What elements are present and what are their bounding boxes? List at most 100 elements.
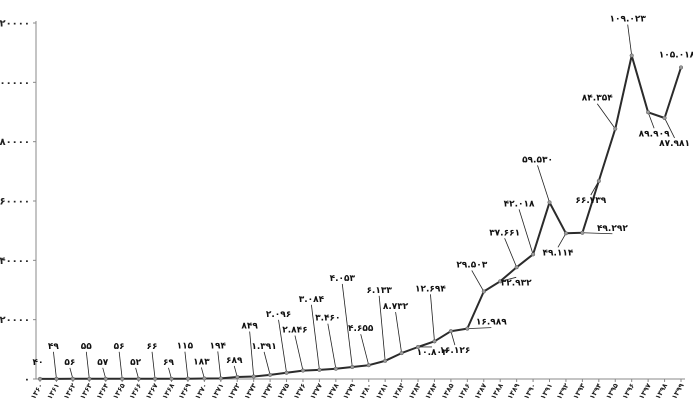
- data-point: [678, 65, 684, 70]
- data-label: ۵۲: [130, 358, 141, 368]
- x-tick-label: ۱۳۶۶: [128, 382, 143, 401]
- data-label: ۴۲.۰۱۸: [504, 199, 535, 209]
- data-label: ۴۹.۲۹۲: [597, 224, 628, 234]
- data-point: [629, 53, 634, 58]
- x-tick-label: ۱۳۷۸: [325, 381, 341, 400]
- label-leader-line: [294, 335, 304, 371]
- data-label: ۶۶: [147, 342, 158, 352]
- data-point: [333, 366, 338, 371]
- data-point: [268, 372, 273, 377]
- x-tick-label: ۱۳۶۳: [79, 381, 95, 400]
- label-leader-line: [450, 331, 456, 346]
- data-label: ۴۰: [33, 358, 44, 368]
- data-point: [300, 368, 306, 373]
- label-leader-line: [263, 351, 271, 375]
- data-point: [350, 364, 355, 370]
- x-tick-label: ۱۳۸۵: [440, 381, 456, 400]
- x-tick-label: ۱۳۷۹: [342, 381, 358, 400]
- label-leader-line: [557, 233, 567, 248]
- x-tick-label: ۱۳۹۴: [588, 381, 604, 400]
- x-tick-label: ۱۳۶۴: [95, 381, 111, 400]
- label-leader-line: [395, 312, 402, 354]
- data-point: [563, 231, 568, 236]
- label-leader-line: [311, 304, 320, 370]
- data-point: [531, 252, 536, 257]
- x-tick-label: ۱۳۸۱: [374, 382, 389, 401]
- data-label: ۶۹: [163, 358, 174, 368]
- label-leader-line: [151, 351, 156, 379]
- data-point: [185, 376, 190, 381]
- label-leader-line: [537, 165, 550, 203]
- x-tick-label: ۱۳۷۲: [226, 381, 242, 400]
- x-tick-label: ۱۳۹۰: [522, 382, 537, 401]
- x-tick-label: ۱۳۹۳: [572, 381, 588, 400]
- data-point: [120, 376, 125, 381]
- label-leader-line: [582, 232, 613, 235]
- data-point: [646, 110, 651, 115]
- label-leader-line: [378, 295, 386, 361]
- label-leader-line: [184, 351, 189, 379]
- x-tick-label: ۱۳۹۲: [555, 381, 571, 400]
- x-tick-label: ۱۳۷۰: [194, 382, 209, 401]
- data-label: ۵۵: [81, 342, 92, 352]
- label-leader-line: [430, 294, 435, 342]
- data-label: ۶۶.۷۳۹: [575, 196, 606, 206]
- data-point: [103, 376, 108, 381]
- data-label: ۱۶.۱۲۶: [439, 346, 470, 356]
- series-line: [40, 54, 682, 380]
- data-point: [37, 376, 43, 381]
- label-leader-line: [53, 351, 57, 379]
- x-tick-label: ۱۳۶۸: [161, 381, 177, 400]
- data-point: [251, 374, 256, 379]
- data-point: [432, 339, 437, 344]
- x-tick-label: ۱۳۶۷: [144, 381, 160, 400]
- x-tick-label: ۱۳۷۱: [210, 382, 225, 401]
- data-point: [596, 178, 601, 184]
- data-label: ۵۷: [97, 358, 108, 368]
- x-tick-label: ۱۳۸۴: [424, 381, 440, 400]
- data-label: ۳۷.۶۶۱: [489, 228, 520, 238]
- data-point: [218, 376, 223, 381]
- data-label: ۸۹.۹۰۹: [639, 129, 670, 139]
- x-tick-label: ۱۳۷۶: [292, 382, 307, 401]
- label-leader-line: [504, 238, 518, 268]
- data-label: ۸۴۹: [241, 321, 258, 331]
- data-label: ۱۰۹.۰۲۳: [609, 15, 646, 25]
- data-label: ۱۰.۸۰۳: [417, 348, 448, 358]
- data-point: [317, 367, 322, 372]
- x-tick-label: ۱۳۷۷: [309, 381, 325, 400]
- label-leader-line: [627, 24, 633, 56]
- data-point: [136, 376, 141, 381]
- data-point: [415, 344, 421, 350]
- y-tick-label: ۱۰۰۰۰۰: [0, 78, 30, 89]
- label-leader-line: [500, 276, 517, 282]
- data-label: ۱.۳۹۱: [251, 342, 276, 352]
- data-point: [514, 265, 519, 270]
- data-label: ۸۷.۹۸۱: [659, 139, 690, 149]
- data-point: [383, 358, 388, 363]
- x-tick-label: ۱۳۸۶: [457, 382, 472, 401]
- label-leader-line: [249, 331, 255, 377]
- label-leader-line: [664, 117, 675, 139]
- data-label: ۳۲.۹۳۲: [501, 278, 532, 288]
- data-label: ۴۹: [48, 342, 59, 352]
- y-tick-label: ۲۰۰۰۰: [0, 315, 30, 326]
- y-tick-label: ۰: [24, 375, 30, 386]
- data-point: [580, 230, 585, 235]
- x-tick-label: ۱۳۹۹: [670, 381, 686, 400]
- x-tick-label: ۱۳۸۳: [407, 381, 423, 400]
- x-tick-label: ۱۳۹۷: [637, 381, 653, 400]
- data-point: [613, 126, 618, 131]
- data-label: ۲.۸۴۶: [282, 326, 307, 336]
- x-tick-label: ۱۳۶۹: [177, 381, 193, 400]
- x-tick-label: ۱۳۸۲: [391, 381, 407, 400]
- label-leader-line: [471, 270, 485, 292]
- data-label: ۴.۶۵۵: [348, 324, 374, 334]
- data-point: [87, 376, 92, 381]
- data-label: ۵۶: [114, 342, 125, 352]
- label-leader-line: [647, 112, 655, 129]
- data-point: [169, 376, 174, 381]
